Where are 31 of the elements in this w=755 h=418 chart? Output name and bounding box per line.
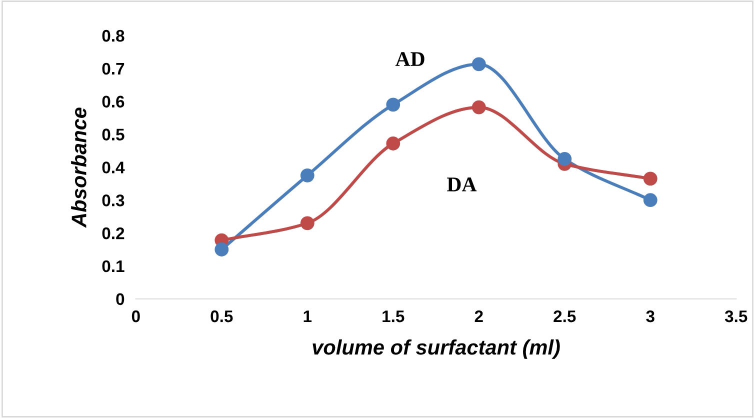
y-axis-title: Absorbance (71, 108, 86, 228)
y-tick-label: 0 (116, 293, 124, 306)
y-tick-label: 0.5 (102, 128, 124, 140)
y-tick-label: 0.4 (102, 162, 125, 174)
y-tick-label: 0.1 (102, 260, 124, 272)
point (386, 98, 400, 112)
y-tick-label: 0.2 (102, 227, 124, 240)
point (214, 242, 229, 256)
series-label: AD (395, 52, 424, 66)
y-tick-label: 0.8 (102, 30, 124, 42)
x-tick-label: 2.5 (554, 310, 576, 322)
x-tick-label: 2 (474, 310, 483, 322)
point (472, 100, 486, 114)
y-tick-label: 0.6 (102, 96, 124, 108)
point (300, 216, 314, 230)
point (386, 136, 400, 150)
x-tick-label: 0.5 (210, 310, 233, 322)
text: DA (447, 178, 477, 192)
point (558, 152, 572, 166)
x-tick-label: 3 (646, 310, 654, 322)
point (300, 168, 314, 182)
point (472, 57, 486, 72)
y-tick-label: 0.3 (102, 194, 124, 206)
point (643, 193, 658, 208)
x-tick-label: 3.5 (724, 310, 748, 322)
x-tick-label: 1 (304, 310, 312, 322)
point (643, 172, 658, 186)
x-tick-label: 0 (132, 310, 140, 322)
x-tick-label: 1.5 (382, 310, 404, 322)
y-tick-label: 0.7 (102, 62, 124, 75)
x-axis-title: volume of surfactant (ml) (312, 339, 560, 359)
